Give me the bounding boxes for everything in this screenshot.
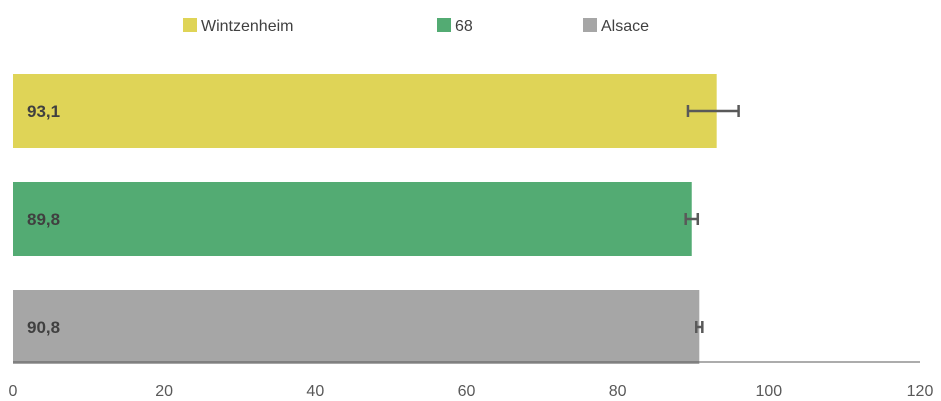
x-axis: 0 20 40 60 80 100 120 xyxy=(9,361,934,400)
bar xyxy=(13,290,700,364)
legend: Wintzenheim 68 Alsace xyxy=(183,18,649,35)
data-label: 90,8 xyxy=(27,318,60,337)
legend-label: 68 xyxy=(455,18,473,35)
bar-group-1: 89,8 xyxy=(13,182,700,256)
x-tick-label: 120 xyxy=(907,383,934,400)
data-label: 89,8 xyxy=(27,210,60,229)
x-tick-label: 0 xyxy=(9,383,18,400)
legend-item-0: Wintzenheim xyxy=(183,18,293,35)
bars: 93,1 89,8 90,8 xyxy=(13,74,740,364)
error-bar xyxy=(686,105,740,117)
bar xyxy=(13,182,692,256)
error-bar xyxy=(695,321,704,333)
x-tick-label: 20 xyxy=(155,383,173,400)
x-tick-label: 80 xyxy=(609,383,627,400)
x-tick-label: 40 xyxy=(306,383,324,400)
legend-swatch xyxy=(437,18,451,32)
bar xyxy=(13,74,717,148)
bar-group-0: 93,1 xyxy=(13,74,740,148)
bar-group-2: 90,8 xyxy=(13,290,704,364)
legend-item-2: Alsace xyxy=(583,18,649,35)
legend-item-1: 68 xyxy=(437,18,473,35)
error-bar xyxy=(684,213,700,225)
x-tick-label: 60 xyxy=(458,383,476,400)
legend-swatch xyxy=(183,18,197,32)
legend-swatch xyxy=(583,18,597,32)
data-label: 93,1 xyxy=(27,102,60,121)
x-tick-label: 100 xyxy=(755,383,782,400)
legend-label: Wintzenheim xyxy=(201,18,293,35)
legend-label: Alsace xyxy=(601,18,649,35)
